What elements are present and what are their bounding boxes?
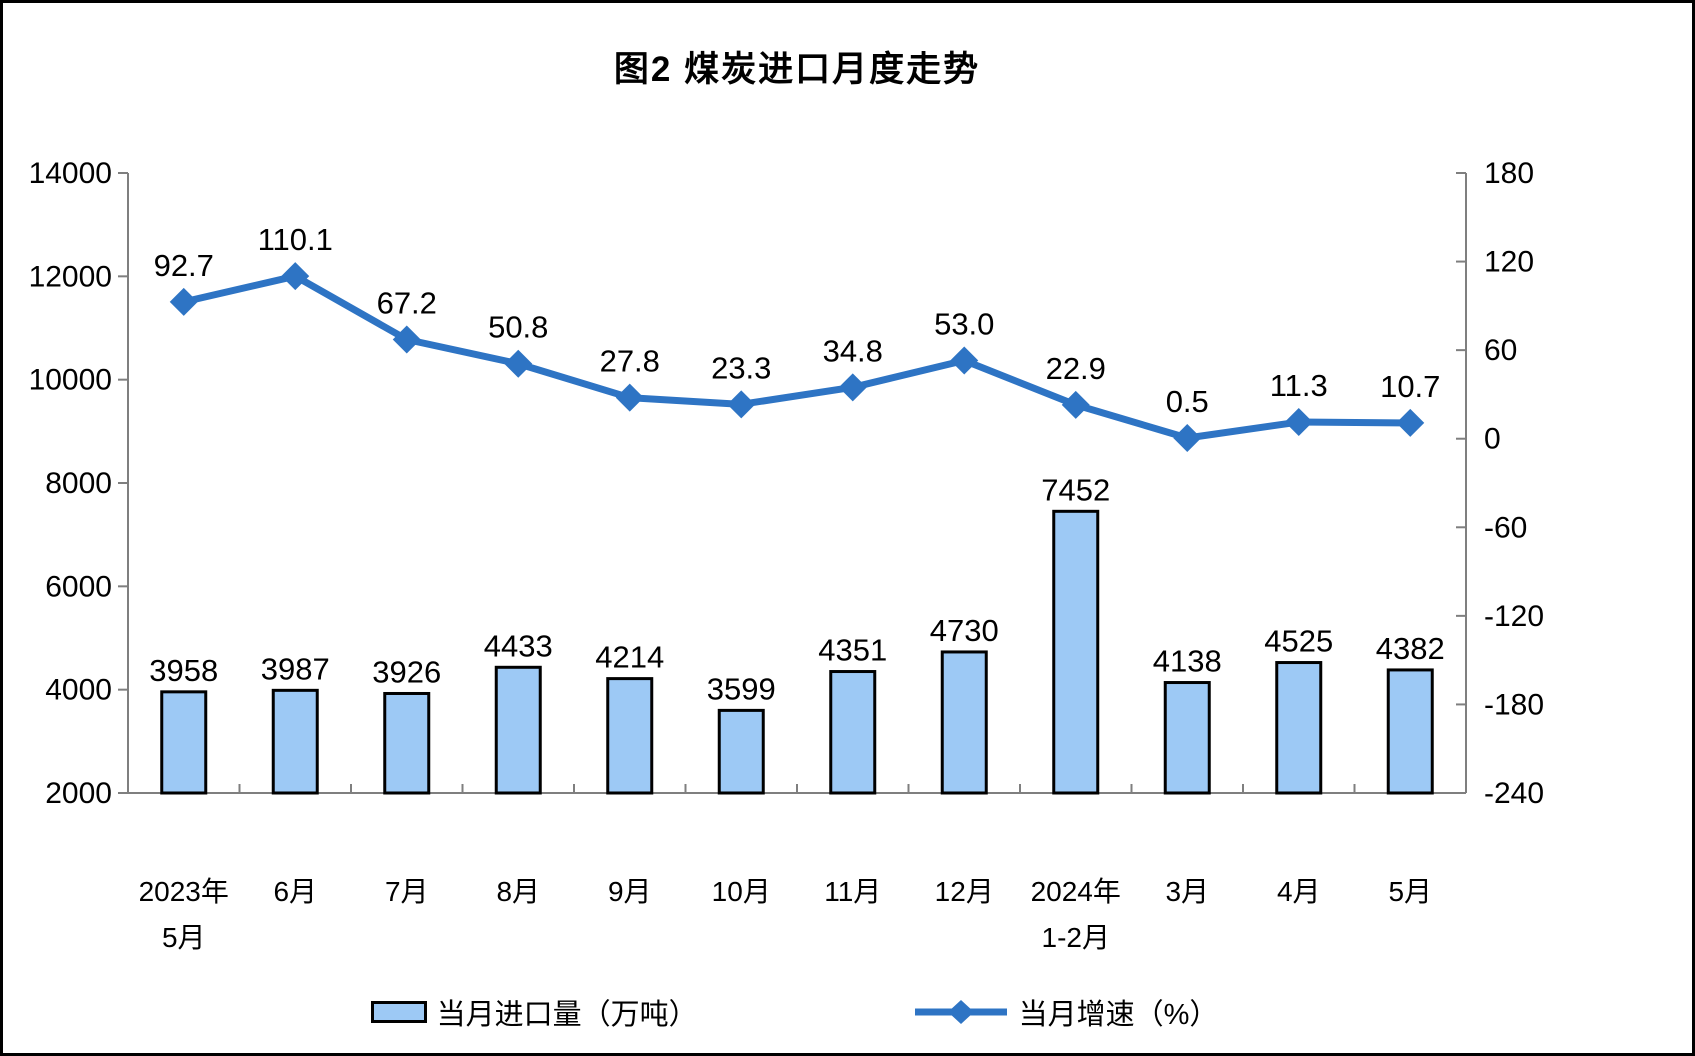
bar (494, 665, 542, 795)
line-value-label: 22.9 (1046, 351, 1106, 386)
bar-value-label: 7452 (1041, 472, 1110, 507)
chart-title: 图2 煤炭进口月度走势 (613, 50, 981, 89)
right-axis-tick-label: 0 (1484, 423, 1501, 456)
line-value-label: 27.8 (600, 344, 660, 379)
x-axis-category-label: 2024年 1-2月 (1031, 876, 1121, 953)
bar (271, 688, 319, 795)
x-axis-category-label: 9月 (608, 876, 652, 907)
line-marker (1061, 390, 1090, 419)
line-marker (838, 373, 867, 402)
combo-chart-plot: 14000 12000 10000 8000 6000 4000 2000 180 120 60 0… (29, 157, 1544, 953)
bar-value-label: 3987 (261, 651, 330, 686)
right-axis-tick-label: -120 (1484, 600, 1544, 633)
line-marker (169, 287, 198, 316)
line-value-label: 34.8 (823, 333, 883, 368)
bar-value-label: 3926 (372, 654, 441, 689)
bar-value-label: 4214 (595, 640, 664, 675)
x-axis-category-label: 8月 (496, 876, 540, 907)
bar (1275, 661, 1323, 795)
line-value-label: 0.5 (1166, 384, 1209, 419)
left-axis-tick-label: 4000 (45, 674, 112, 707)
bar (717, 708, 765, 795)
line-marker (392, 325, 421, 354)
left-axis-tick-label: 6000 (45, 570, 112, 603)
x-axis-category-label: 12月 (935, 876, 994, 907)
line-series-swatch-icon (914, 1000, 1007, 1024)
line-value-label: 11.3 (1270, 368, 1328, 403)
bar (160, 690, 208, 795)
legend-label-growth-rate: 当月增速（%） (1018, 999, 1219, 1031)
right-axis-tick-label: -180 (1484, 688, 1544, 721)
right-axis-tick-label: -240 (1484, 777, 1544, 810)
bar-value-label: 3599 (707, 671, 776, 706)
bar-value-label: 4433 (484, 628, 553, 663)
bar (1386, 668, 1434, 795)
line-marker (1284, 408, 1313, 437)
x-axis-category-label: 10月 (712, 876, 771, 907)
left-axis-tick-label: 14000 (29, 157, 112, 190)
left-axis-tick-label: 8000 (45, 467, 112, 500)
bar-value-label: 4525 (1264, 624, 1333, 659)
bar-value-label: 4351 (818, 633, 887, 668)
bar (1052, 509, 1100, 795)
line-value-label: 10.7 (1380, 369, 1440, 404)
legend-item-import-volume: 当月进口量（万吨） (370, 991, 698, 1033)
x-axis-category-label: 2023年 5月 (139, 876, 229, 953)
left-axis-tick-label: 12000 (29, 260, 112, 293)
line-marker (1173, 423, 1202, 452)
x-axis-category-label: 11月 (824, 876, 881, 907)
legend-item-growth-rate: 当月增速（%） (913, 991, 1219, 1033)
chart-legend: 当月进口量（万吨） 当月增速（%） (3, 991, 1639, 1033)
bar (606, 677, 654, 795)
line-value-label: 67.2 (377, 286, 437, 321)
line-value-label: 110.1 (258, 222, 333, 257)
bar-value-label: 4730 (930, 613, 999, 648)
growth-line (182, 272, 1411, 442)
line-marker (615, 383, 644, 412)
line-marker (504, 349, 533, 378)
line-value-label: 53.0 (934, 306, 994, 341)
x-axis-category-label: 7月 (385, 876, 429, 907)
right-axis-tick-label: 180 (1484, 157, 1534, 190)
line-value-label: 50.8 (488, 310, 548, 345)
line-marker (281, 262, 310, 291)
line-value-label: 23.3 (711, 350, 771, 385)
x-axis-category-label: 5月 (1388, 876, 1432, 907)
bar (940, 650, 988, 795)
line-marker (950, 346, 979, 375)
x-axis-category-label: 3月 (1165, 876, 1209, 907)
legend-label-import-volume: 当月进口量（万吨） (436, 999, 698, 1031)
right-axis-tick-label: 120 (1484, 246, 1534, 279)
x-axis-category-label: 4月 (1277, 876, 1321, 907)
line-marker (727, 390, 756, 419)
bar (829, 670, 877, 795)
bar-series-swatch-icon (370, 1001, 427, 1023)
right-axis-tick-label: -60 (1484, 511, 1527, 544)
bar (1163, 681, 1211, 795)
bar-value-label: 4138 (1153, 644, 1222, 679)
bar (383, 691, 431, 795)
left-axis-tick-label: 2000 (45, 777, 112, 810)
line-marker (1396, 408, 1425, 437)
bar-value-label: 3958 (149, 653, 218, 688)
right-axis-tick-label: 60 (1484, 334, 1517, 367)
bar-value-label: 4382 (1376, 631, 1445, 666)
x-axis-category-label: 6月 (273, 876, 317, 907)
line-value-label: 92.7 (154, 248, 214, 283)
left-axis-tick-label: 10000 (29, 364, 112, 397)
